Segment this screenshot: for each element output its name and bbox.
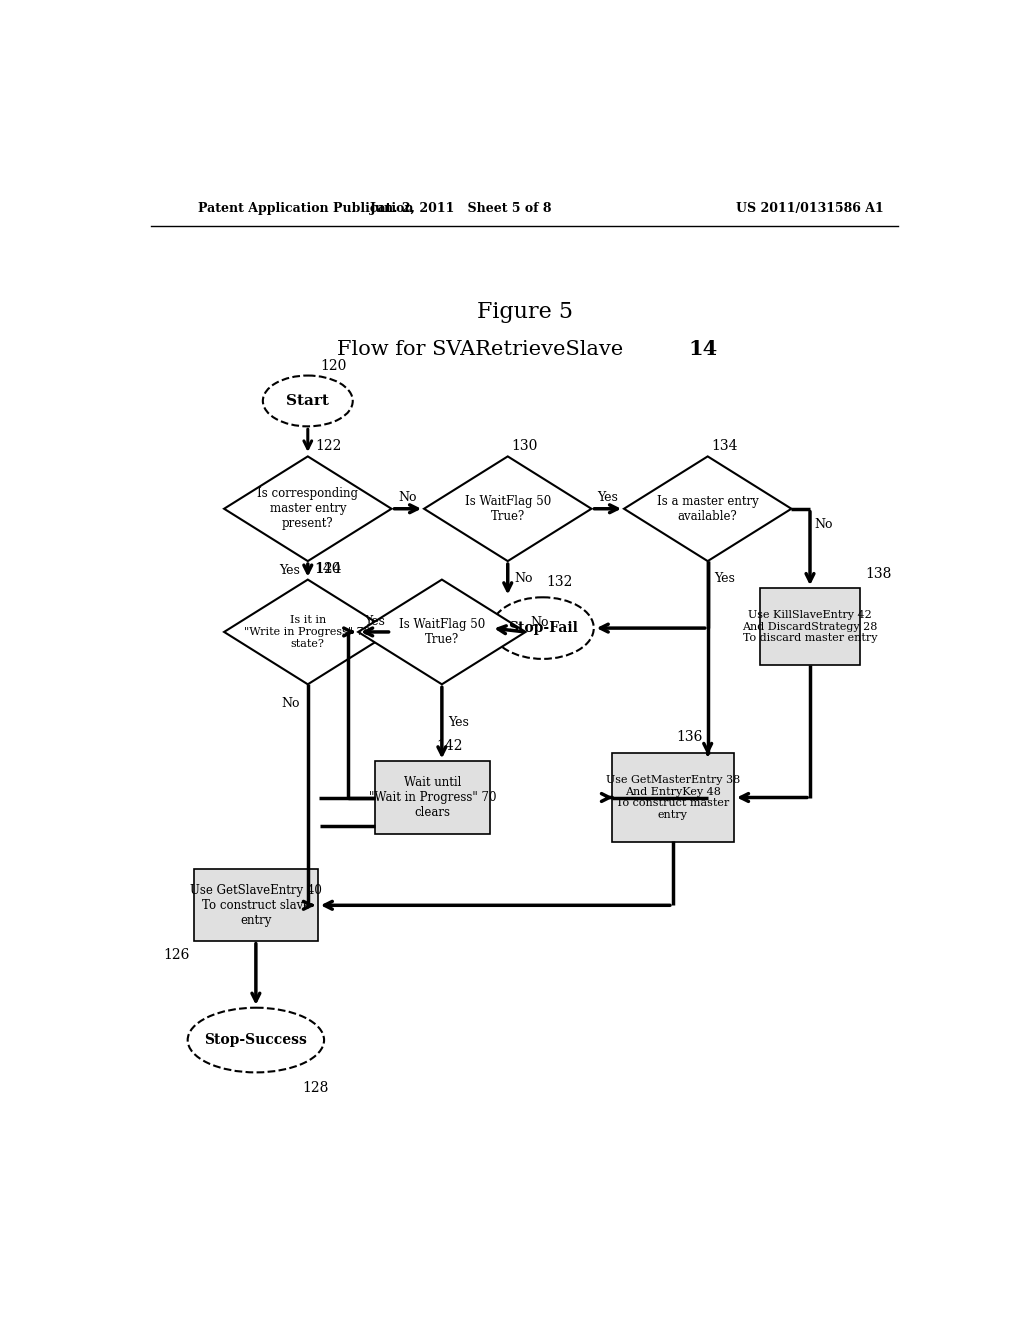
- Text: 120: 120: [321, 359, 346, 374]
- Text: 132: 132: [547, 576, 572, 589]
- Text: 124: 124: [315, 562, 342, 576]
- Text: Stop-Fail: Stop-Fail: [508, 622, 578, 635]
- Text: Use KillSlaveEntry 42
And DiscardStrategy 28
To discard master entry: Use KillSlaveEntry 42 And DiscardStrateg…: [742, 610, 878, 643]
- Text: Use GetSlaveEntry 40
To construct slave
entry: Use GetSlaveEntry 40 To construct slave …: [189, 884, 322, 927]
- Text: Figure 5: Figure 5: [477, 301, 572, 323]
- Text: Yes: Yes: [597, 491, 618, 504]
- Polygon shape: [224, 579, 391, 684]
- Text: 128: 128: [302, 1081, 329, 1094]
- Text: Is WaitFlag 50
True?: Is WaitFlag 50 True?: [465, 495, 551, 523]
- Ellipse shape: [492, 597, 594, 659]
- Bar: [194, 870, 317, 941]
- Text: Yes: Yes: [449, 717, 469, 730]
- Bar: [611, 754, 734, 842]
- Text: 140: 140: [314, 562, 341, 576]
- Text: Yes: Yes: [714, 572, 735, 585]
- Text: Is a master entry
available?: Is a master entry available?: [656, 495, 759, 523]
- Text: Is WaitFlag 50
True?: Is WaitFlag 50 True?: [398, 618, 485, 645]
- Text: Stop-Success: Stop-Success: [205, 1034, 307, 1047]
- Text: 142: 142: [436, 739, 463, 752]
- Text: Flow for SVARetrieveSlave: Flow for SVARetrieveSlave: [337, 339, 630, 359]
- Bar: [375, 760, 489, 834]
- Text: Is it in
"Write in Progress" 70
state?: Is it in "Write in Progress" 70 state?: [245, 615, 371, 648]
- Text: Patent Application Publication: Patent Application Publication: [198, 202, 414, 215]
- Polygon shape: [358, 579, 525, 684]
- Text: No: No: [815, 517, 834, 531]
- Text: 126: 126: [164, 948, 190, 961]
- Text: No: No: [530, 616, 549, 630]
- Polygon shape: [224, 457, 391, 561]
- Text: Start: Start: [287, 393, 330, 408]
- Text: 122: 122: [315, 438, 342, 453]
- Text: 136: 136: [677, 730, 703, 743]
- Text: Is corresponding
master entry
present?: Is corresponding master entry present?: [257, 487, 358, 531]
- Text: Yes: Yes: [364, 615, 385, 628]
- Text: 14: 14: [688, 339, 718, 359]
- Text: No: No: [282, 697, 300, 710]
- Text: Use GetMasterEntry 38
And EntryKey 48
To construct master
entry: Use GetMasterEntry 38 And EntryKey 48 To…: [606, 775, 740, 820]
- Text: US 2011/0131586 A1: US 2011/0131586 A1: [736, 202, 884, 215]
- Text: Jun. 2, 2011   Sheet 5 of 8: Jun. 2, 2011 Sheet 5 of 8: [370, 202, 553, 215]
- Ellipse shape: [187, 1007, 324, 1072]
- Ellipse shape: [263, 376, 352, 426]
- Text: 138: 138: [866, 568, 892, 581]
- Text: No: No: [398, 491, 417, 504]
- Text: 130: 130: [512, 438, 538, 453]
- Bar: [761, 589, 859, 665]
- Text: Wait until
"Wait in Progress" 70
clears: Wait until "Wait in Progress" 70 clears: [369, 776, 497, 818]
- Text: 134: 134: [712, 438, 738, 453]
- Text: Yes: Yes: [280, 564, 300, 577]
- Text: No: No: [514, 573, 532, 585]
- Polygon shape: [424, 457, 592, 561]
- Polygon shape: [624, 457, 792, 561]
